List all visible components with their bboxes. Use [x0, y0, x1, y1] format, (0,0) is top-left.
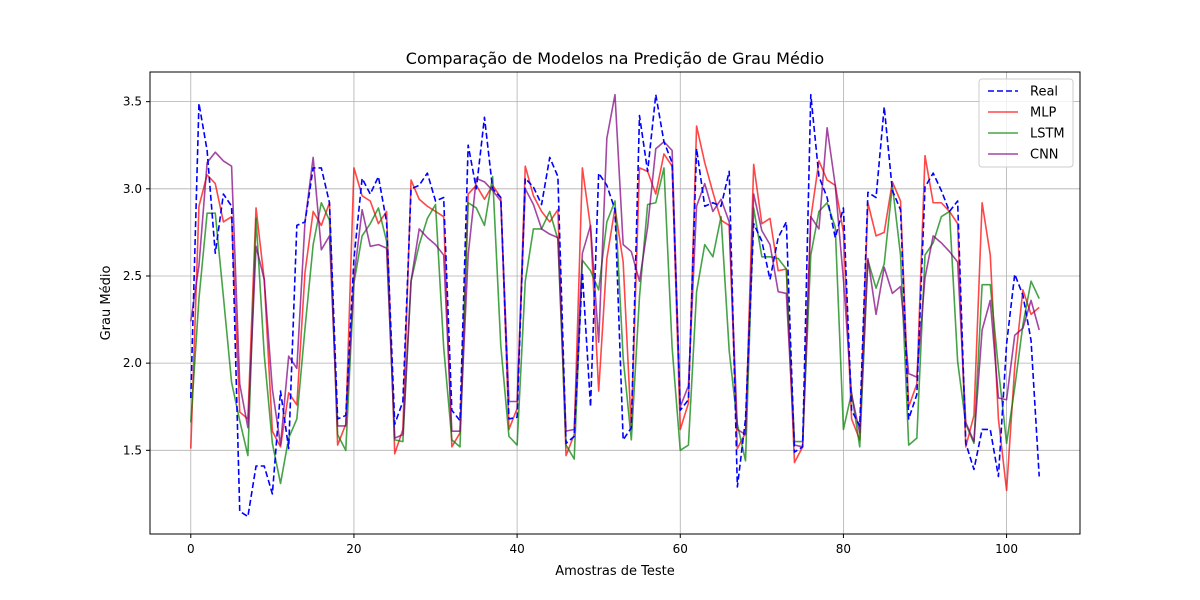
- y-tick-label: 3.5: [123, 95, 142, 109]
- legend-label: LSTM: [1030, 127, 1065, 142]
- y-axis-label: Grau Médio: [99, 266, 114, 341]
- chart-title: Comparação de Modelos na Predição de Gra…: [406, 49, 824, 68]
- axis-ticks: 0 20 40 60 80 100 1.5 2.0 2.5 3.0 3.5: [123, 95, 1018, 556]
- legend: Real MLP LSTM CNN: [978, 78, 1074, 168]
- y-tick-label: 2.5: [123, 269, 142, 283]
- legend-label: MLP: [1030, 106, 1056, 121]
- legend-label: CNN: [1030, 148, 1059, 163]
- legend-box: [978, 78, 1074, 168]
- x-tick-label: 100: [995, 542, 1018, 556]
- x-tick-label: 80: [836, 542, 851, 556]
- y-tick-label: 2.0: [123, 356, 142, 370]
- y-tick-label: 3.0: [123, 182, 142, 196]
- plot-frame: [149, 71, 1081, 535]
- plot-series: [189, 93, 1041, 518]
- series-line-real: [189, 93, 1041, 518]
- x-axis-label: Amostras de Teste: [555, 564, 675, 579]
- x-tick-label: 0: [187, 542, 195, 556]
- y-tick-label: 1.5: [123, 443, 142, 457]
- x-tick-label: 60: [673, 542, 688, 556]
- x-tick-label: 20: [346, 542, 361, 556]
- x-tick-label: 40: [509, 542, 524, 556]
- legend-label: Real: [1030, 85, 1058, 100]
- series-line-cnn: [189, 93, 1040, 448]
